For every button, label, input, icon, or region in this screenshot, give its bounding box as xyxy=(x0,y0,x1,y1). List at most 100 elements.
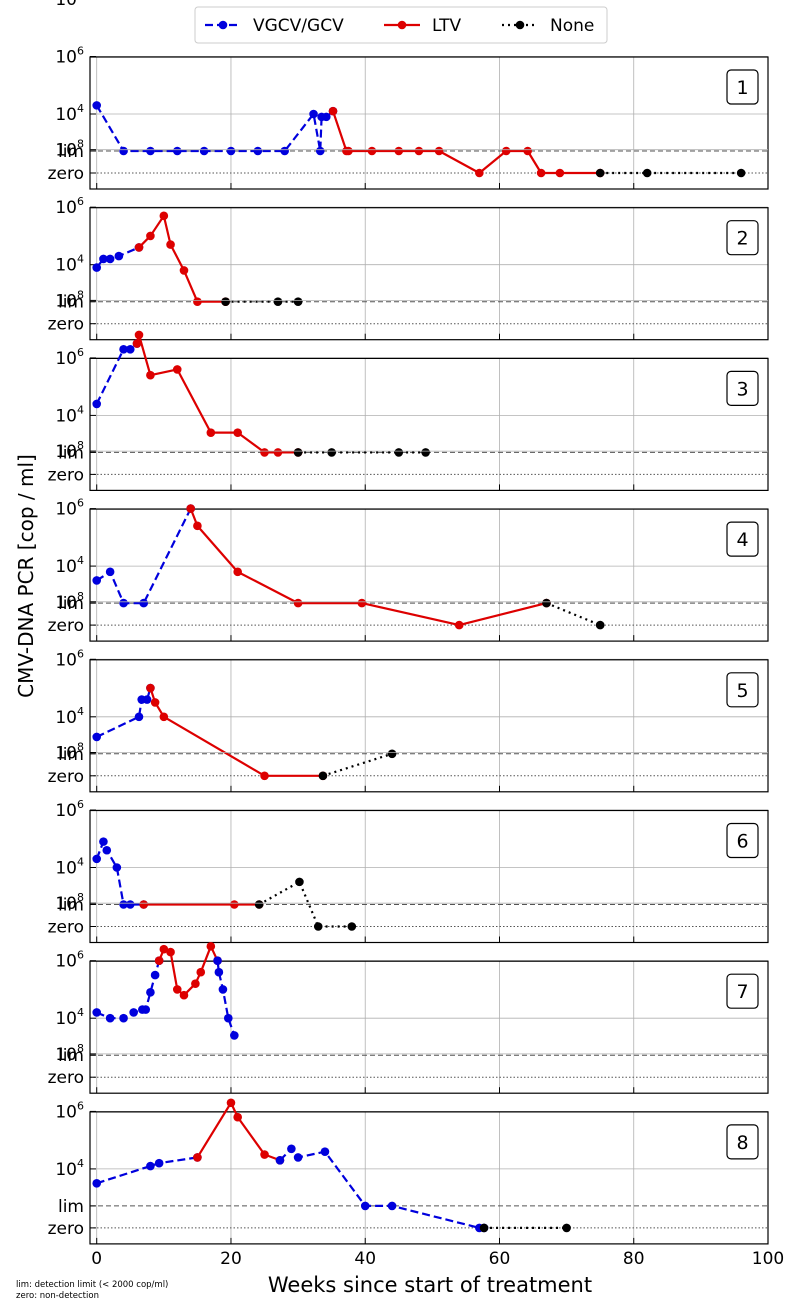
y-tick-label: 104 xyxy=(55,102,84,125)
y-tick-label: 106 xyxy=(55,346,84,369)
data-point xyxy=(293,598,303,608)
legend-label-0: VGCV/GCV xyxy=(253,16,344,36)
panel-number: 7 xyxy=(736,981,748,1003)
y-tick-label: lim xyxy=(58,1046,84,1066)
y-tick-label: zero xyxy=(48,918,84,938)
data-point xyxy=(233,567,242,577)
y-tick-label: lim xyxy=(58,594,84,614)
data-point xyxy=(214,967,224,977)
data-point xyxy=(233,1112,242,1122)
y-tick-label: 106 xyxy=(55,497,84,520)
panel-number-box xyxy=(726,822,759,859)
data-point xyxy=(315,146,325,156)
data-point xyxy=(595,168,605,178)
panel-number: 4 xyxy=(736,529,748,551)
data-point xyxy=(479,1223,489,1233)
y-tick-label: lim xyxy=(58,896,84,916)
data-point xyxy=(293,1153,303,1162)
x-tick-label: 60 xyxy=(489,1249,511,1269)
series-line-ltv xyxy=(331,110,601,175)
data-point xyxy=(99,837,108,846)
data-point xyxy=(394,146,404,156)
data-point xyxy=(206,942,216,951)
data-point xyxy=(92,732,102,742)
data-point xyxy=(146,231,155,241)
data-point xyxy=(287,1144,296,1154)
legend-marker-0 xyxy=(218,20,228,30)
data-point xyxy=(172,985,182,994)
data-point xyxy=(105,254,115,264)
data-point xyxy=(92,1008,102,1017)
data-point xyxy=(150,698,160,707)
data-point xyxy=(260,771,269,781)
series-line-vgcv-gcv xyxy=(95,104,334,153)
data-point xyxy=(421,448,430,457)
data-point xyxy=(293,448,303,457)
x-tick-label: 20 xyxy=(220,1249,242,1269)
data-point xyxy=(293,297,303,307)
y-tick-label: 106 xyxy=(55,45,84,68)
panel-frame xyxy=(89,809,769,944)
y-axis-label: CMV-DNA PCR [cop / ml] xyxy=(14,454,38,698)
y-tick-label: 104 xyxy=(55,554,84,577)
data-point xyxy=(357,598,367,608)
y-tick-label: 106 xyxy=(55,949,84,972)
panel-number-box xyxy=(726,672,759,708)
data-point xyxy=(454,620,464,630)
data-point xyxy=(320,1147,330,1156)
y-tick-label: 108 xyxy=(55,891,84,914)
data-point xyxy=(253,146,263,156)
data-point xyxy=(260,1150,269,1159)
panel-number-box xyxy=(726,973,759,1009)
series-line-none xyxy=(546,602,601,627)
panel-frame xyxy=(89,56,769,190)
data-point xyxy=(736,168,746,178)
data-point xyxy=(196,967,206,977)
series-line-vgcv-gcv xyxy=(279,1147,485,1230)
y-tick-label: 108 xyxy=(55,439,84,462)
data-point xyxy=(119,1013,128,1023)
data-point xyxy=(595,620,605,630)
series-line-ltv xyxy=(135,333,299,454)
data-point xyxy=(159,944,169,954)
panel-number-box xyxy=(726,521,759,557)
data-point xyxy=(199,146,209,156)
data-point xyxy=(275,1155,285,1165)
y-tick-label: zero xyxy=(48,465,84,485)
data-point xyxy=(221,297,230,307)
data-point xyxy=(273,297,283,307)
data-point xyxy=(295,877,304,887)
data-point xyxy=(191,979,200,988)
y-tick-label: 106 xyxy=(55,1099,84,1122)
panels: zerolim1041061081zerolim1041061082zeroli… xyxy=(48,0,785,1269)
data-point xyxy=(92,399,102,409)
panel-frame xyxy=(89,1111,769,1245)
data-point xyxy=(327,448,336,457)
data-point xyxy=(146,988,155,997)
panel-number: 2 xyxy=(736,228,748,250)
data-point xyxy=(347,922,357,931)
y-tick-label: 104 xyxy=(55,856,84,879)
panel-frame xyxy=(89,207,769,341)
panel-number: 6 xyxy=(736,831,748,853)
data-point xyxy=(92,263,102,272)
panel-number: 1 xyxy=(736,77,748,99)
data-point xyxy=(501,146,511,156)
data-point xyxy=(254,900,264,909)
data-point xyxy=(141,1005,151,1014)
x-tick-label: 40 xyxy=(354,1249,376,1269)
data-point xyxy=(146,370,155,380)
data-point xyxy=(146,683,155,693)
legend-label-2: None xyxy=(550,16,594,36)
y-tick-label: 104 xyxy=(55,1157,84,1180)
y-tick-label: lim xyxy=(58,293,84,313)
data-point xyxy=(154,956,164,965)
y-tick-label: 108 xyxy=(55,288,84,311)
data-point xyxy=(562,1223,571,1233)
